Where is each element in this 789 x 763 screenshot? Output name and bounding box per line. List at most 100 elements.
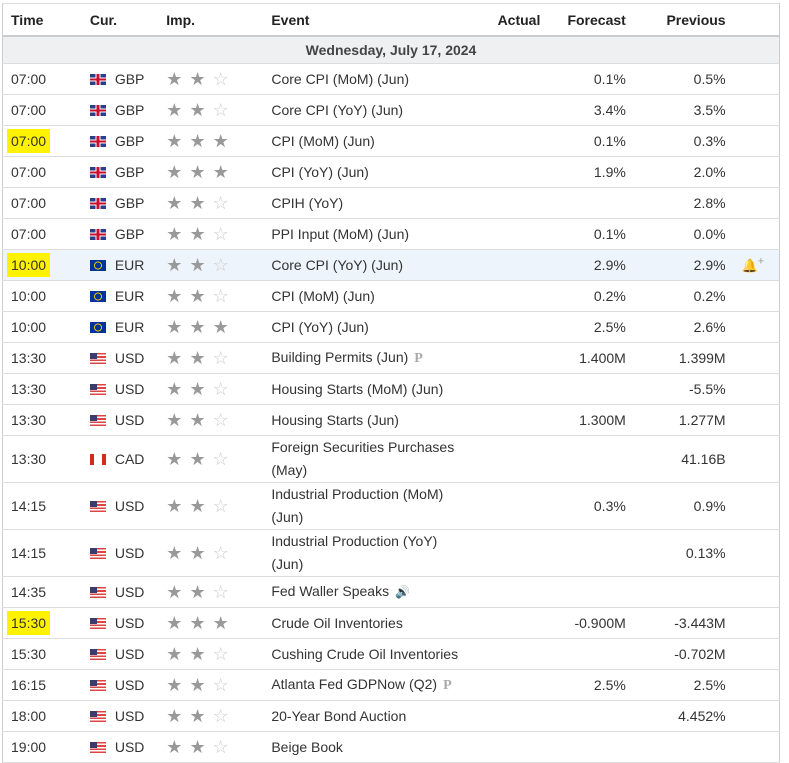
star-filled-icon: ★ [166,130,183,151]
event-row[interactable]: 13:30 CAD ★ ★ ☆ Foreign Securities Purchas… [2,435,780,483]
event-name[interactable]: Cushing Crude Oil Inventories [271,645,459,662]
actual-value [473,218,549,250]
flag-us-icon [89,548,106,559]
event-row[interactable]: 10:00 EUR ★ ★ ☆ CPI (MoM) (Jun) 0.2% 0.2% [2,280,780,312]
event-name[interactable]: CPI (MoM) (Jun) [271,132,375,149]
star-filled-icon: ★ [166,674,183,695]
event-name[interactable]: Beige Book [271,738,343,755]
forecast-value [548,700,634,732]
event-row[interactable]: 15:30 USD ★ ★ ★ Crude Oil Inventories -0.9… [2,607,780,639]
actual-value [473,125,549,157]
previous-value: 3.5% [633,94,734,126]
event-row[interactable]: 10:00 EUR ★ ★ ★ CPI (YoY) (Jun) 2.5% 2.6% [2,311,780,343]
star-filled-icon: ★ [189,612,206,633]
star-empty-icon: ☆ [212,254,229,275]
event-name[interactable]: Crude Oil Inventories [271,614,403,631]
importance-stars: ★ ★ ☆ [158,700,264,732]
col-time[interactable]: Time [2,3,82,37]
event-row[interactable]: 14:15 USD ★ ★ ☆ Industrial Production (MoM… [2,482,780,530]
event-name[interactable]: Building Permits (Jun) [271,349,409,365]
actual-value [473,529,549,577]
event-row[interactable]: 07:00 GBP ★ ★ ☆ Core CPI (YoY) (Jun) 3.4% … [2,94,780,126]
event-name[interactable]: Foreign Securities Purchases (May) [271,439,455,478]
date-label: Wednesday, July 17, 2024 [2,36,780,64]
event-name[interactable]: Core CPI (YoY) (Jun) [271,101,404,118]
col-previous[interactable]: Previous [633,3,734,37]
previous-value: 4.452% [633,700,734,732]
actual-value [473,404,549,436]
event-row[interactable]: 15:30 USD ★ ★ ☆ Cushing Crude Oil Inventor… [2,638,780,670]
event-row[interactable]: 14:35 USD ★ ★ ☆ Fed Waller Speaks 🔊 [2,576,780,608]
event-name[interactable]: Atlanta Fed GDPNow (Q2) [271,676,438,692]
star-empty-icon: ☆ [212,347,229,368]
event-row[interactable]: 13:30 USD ★ ★ ☆ Housing Starts (Jun) 1.300… [2,404,780,436]
star-filled-icon: ★ [189,448,206,469]
currency: EUR [114,288,145,304]
event-time: 13:30 [11,412,47,428]
event-row[interactable]: 13:30 USD ★ ★ ☆ Building Permits (Jun) P 1.… [2,342,780,374]
event-name[interactable]: Industrial Production (YoY) (Jun) [271,533,438,572]
event-name[interactable]: CPI (YoY) (Jun) [271,318,369,335]
star-empty-icon: ☆ [212,409,229,430]
actual-value [473,342,549,374]
event-row[interactable]: 19:00 USD ★ ★ ☆ Beige Book [2,731,780,763]
currency: USD [114,381,145,397]
event-time: 07:00 [7,129,51,153]
event-row[interactable]: 07:00 GBP ★ ★ ☆ CPIH (YoY) 2.8% [2,187,780,219]
event-name[interactable]: Housing Starts (MoM) (Jun) [271,380,444,397]
forecast-value: 0.3% [548,482,634,530]
event-name[interactable]: CPI (MoM) (Jun) [271,287,375,304]
event-row[interactable]: 07:00 GBP ★ ★ ★ CPI (MoM) (Jun) 0.1% 0.3% [2,125,780,157]
flag-gb-icon [89,167,106,178]
event-name[interactable]: Industrial Production (MoM) (Jun) [271,486,444,525]
currency: USD [114,350,145,366]
star-filled-icon: ★ [166,223,183,244]
importance-stars: ★ ★ ☆ [158,218,264,250]
event-name[interactable]: Housing Starts (Jun) [271,411,399,428]
event-name[interactable]: Core CPI (MoM) (Jun) [271,70,410,87]
event-row[interactable]: 16:15 USD ★ ★ ☆ Atlanta Fed GDPNow (Q2) P 2… [2,669,780,701]
event-row[interactable]: 07:00 GBP ★ ★ ★ CPI (YoY) (Jun) 1.9% 2.0% [2,156,780,188]
event-name[interactable]: CPIH (YoY) [271,194,344,211]
star-filled-icon: ★ [166,68,183,89]
star-filled-icon: ★ [189,542,206,563]
forecast-value: 1.300M [548,404,634,436]
star-filled-icon: ★ [166,705,183,726]
col-forecast[interactable]: Forecast [548,3,634,37]
event-name[interactable]: Core CPI (YoY) (Jun) [271,256,404,273]
currency: USD [114,615,145,631]
star-filled-icon: ★ [166,161,183,182]
bell-plus-icon[interactable]: 🔔+ [741,255,765,274]
event-time: 07:00 [11,71,47,87]
forecast-value: 3.4% [548,94,634,126]
event-name[interactable]: PPI Input (MoM) (Jun) [271,225,410,242]
event-name[interactable]: Fed Waller Speaks [271,583,390,599]
event-row[interactable]: 10:00 EUR ★ ★ ☆ Core CPI (YoY) (Jun) 2.9% … [2,249,780,281]
actual-value [473,607,549,639]
event-row[interactable]: 07:00 GBP ★ ★ ☆ PPI Input (MoM) (Jun) 0.1%… [2,218,780,250]
previous-value [633,576,734,608]
star-filled-icon: ★ [212,612,229,633]
previous-value: 0.13% [633,529,734,577]
flag-us-icon [89,353,106,364]
event-name[interactable]: 20-Year Bond Auction [271,707,407,724]
star-filled-icon: ★ [166,192,183,213]
col-importance[interactable]: Imp. [158,3,264,37]
star-empty-icon: ☆ [212,99,229,120]
col-actual[interactable]: Actual [473,3,549,37]
currency: USD [114,739,145,755]
forecast-value: 2.5% [548,669,634,701]
event-row[interactable]: 14:15 USD ★ ★ ☆ Industrial Production (YoY… [2,529,780,577]
star-filled-icon: ★ [166,542,183,563]
importance-stars: ★ ★ ☆ [158,94,264,126]
event-row[interactable]: 07:00 GBP ★ ★ ☆ Core CPI (MoM) (Jun) 0.1% … [2,63,780,95]
event-name[interactable]: CPI (YoY) (Jun) [271,163,369,180]
event-row[interactable]: 13:30 USD ★ ★ ☆ Housing Starts (MoM) (Jun)… [2,373,780,405]
col-event[interactable]: Event [263,3,474,37]
col-currency[interactable]: Cur. [81,3,159,37]
importance-stars: ★ ★ ☆ [158,249,264,281]
event-row[interactable]: 18:00 USD ★ ★ ☆ 20-Year Bond Auction 4.452… [2,700,780,732]
event-time: 07:00 [11,102,47,118]
previous-value: -0.702M [633,638,734,670]
event-time: 15:30 [11,646,47,662]
